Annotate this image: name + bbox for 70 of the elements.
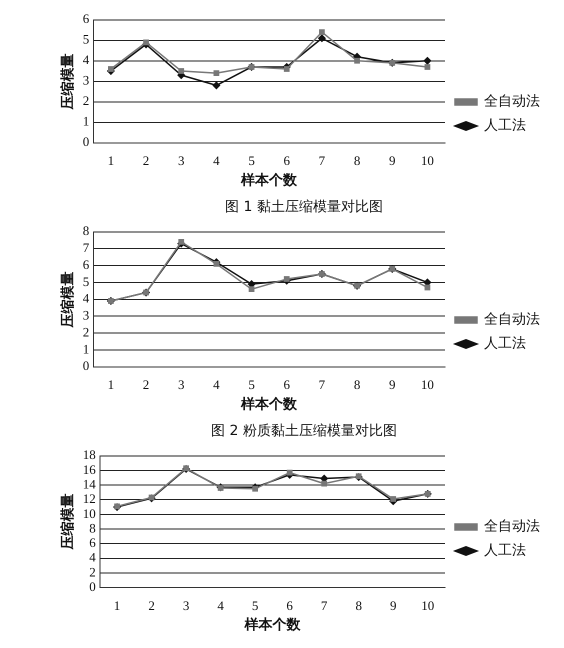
y-tick-label: 4	[89, 550, 96, 565]
x-tick-label: 8	[354, 377, 360, 392]
y-tick-label: 18	[82, 447, 96, 462]
y-tick-label: 6	[82, 256, 90, 272]
x-tick-label: 5	[248, 153, 255, 168]
y-tick-label: 8	[82, 223, 90, 238]
x-tick-label: 2	[142, 153, 150, 168]
y-axis-title: 压缩模量	[59, 271, 76, 328]
x-tick-label: 5	[248, 377, 255, 392]
y-tick-label: 5	[82, 32, 90, 47]
legend-label: 人工法	[484, 542, 526, 559]
x-tick-label: 6	[283, 377, 290, 392]
text: 图 1 黏土压缩模量对比图	[225, 199, 383, 216]
x-tick-label: 7	[318, 377, 326, 392]
text: 图 2 粉质黏土压缩模量对比图	[211, 423, 397, 440]
x-tick-label: 1	[108, 377, 114, 392]
x-tick-label: 6	[286, 598, 294, 613]
x-tick-label: 1	[108, 153, 114, 168]
x-tick-label: 3	[178, 153, 184, 168]
x-tick-label: 6	[283, 153, 290, 168]
y-tick-label: 2	[82, 93, 90, 108]
y-tick-label: 6	[89, 535, 96, 550]
x-tick-label: 7	[320, 598, 328, 613]
x-tick-label: 4	[213, 153, 220, 168]
legend-label: 全自动法	[484, 94, 540, 110]
x-axis-title: 样本个数	[240, 396, 298, 412]
x-tick-label: 3	[182, 598, 190, 613]
x-tick-label: 9	[388, 377, 396, 392]
legend-label: 人工法	[484, 336, 526, 352]
y-tick-label: 2	[82, 324, 90, 340]
x-tick-label: 9	[390, 598, 396, 613]
y-tick-label: 5	[82, 274, 90, 289]
legend-label: 全自动法	[484, 312, 540, 328]
x-tick-label: 10	[420, 377, 434, 392]
y-tick-label: 3	[82, 308, 90, 323]
x-axis-title: 样本个数	[240, 172, 298, 188]
y-tick-label: 12	[82, 491, 96, 506]
legend-label: 人工法	[484, 118, 526, 134]
y-tick-label: 7	[82, 240, 90, 256]
x-tick-label: 4	[217, 598, 224, 613]
y-axis-title: 压缩模量	[59, 53, 76, 110]
x-tick-label: 4	[213, 377, 220, 392]
x-tick-label: 5	[252, 598, 258, 613]
y-tick-label: 4	[82, 52, 90, 68]
x-tick-label: 2	[142, 377, 150, 392]
x-tick-label: 2	[148, 598, 155, 613]
x-tick-label: 8	[355, 598, 362, 613]
x-tick-label: 10	[420, 153, 434, 168]
y-tick-label: 3	[82, 72, 90, 88]
y-tick-label: 1	[82, 341, 90, 356]
y-tick-label: 0	[89, 579, 96, 594]
y-tick-label: 2	[89, 564, 96, 580]
x-tick-label: 7	[318, 153, 326, 168]
x-tick-label: 10	[421, 598, 434, 613]
y-tick-label: 14	[82, 476, 96, 492]
x-tick-label: 3	[178, 377, 184, 392]
legend-label: 全自动法	[484, 518, 540, 535]
y-tick-label: 4	[82, 290, 90, 306]
y-tick-label: 10	[82, 506, 96, 521]
y-tick-label: 16	[82, 462, 96, 477]
y-tick-label: 8	[89, 520, 96, 536]
y-tick-label: 6	[82, 11, 90, 26]
y-tick-label: 1	[82, 114, 90, 129]
x-tick-label: 8	[354, 153, 360, 168]
y-axis-title: 压缩模量	[59, 494, 76, 551]
y-tick-label: 0	[82, 134, 90, 150]
y-tick-label: 0	[82, 358, 90, 374]
x-tick-label: 9	[388, 153, 396, 168]
x-tick-label: 1	[114, 598, 120, 613]
x-axis-title: 样本个数	[243, 617, 302, 634]
